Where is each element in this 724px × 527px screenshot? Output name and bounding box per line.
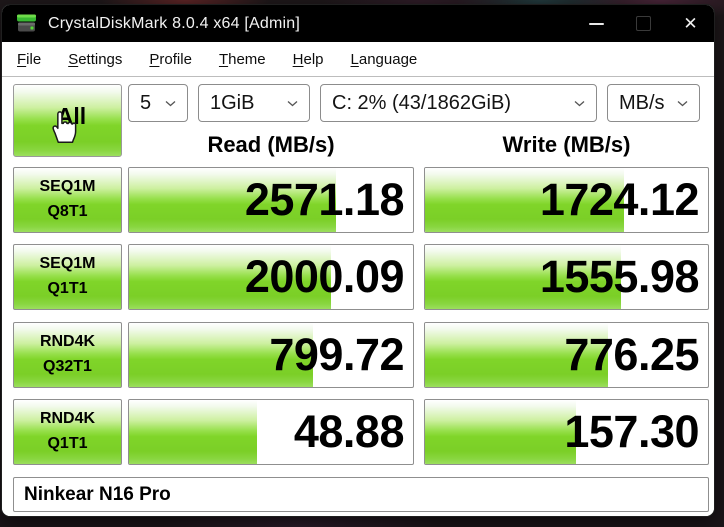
chevron-down-icon	[677, 100, 688, 107]
read-result-value: 799.72	[269, 329, 404, 380]
read-result-rnd4k-q32t1: 799.72	[128, 322, 414, 388]
write-result-seq1m-q1t1: 1555.98	[424, 244, 709, 310]
crystaldiskmark-window: CrystalDiskMark 8.0.4 x64 [Admin] ✕ File…	[2, 5, 714, 516]
test-button-rnd4k-q32t1[interactable]: RND4K Q32T1	[13, 322, 122, 388]
write-result-value: 1555.98	[539, 251, 700, 302]
unit-value: MB/s	[619, 91, 665, 114]
read-result-seq1m-q1t1: 2000.09	[128, 244, 414, 310]
result-bar-fill	[425, 168, 624, 232]
test-button-seq1m-q8t1[interactable]: SEQ1M Q8T1	[13, 167, 122, 233]
write-result-rnd4k-q32t1: 776.25	[424, 322, 709, 388]
menu-file[interactable]: File	[17, 50, 42, 68]
test-label-line2: Q1T1	[47, 280, 88, 297]
menu-help[interactable]: Help	[292, 50, 324, 68]
result-bar-fill	[129, 400, 257, 464]
unit-dropdown[interactable]: MB/s	[607, 84, 700, 122]
menu-bar: File Settings Profile Theme Help Languag…	[2, 42, 714, 77]
test-button-rnd4k-q1t1[interactable]: RND4K Q1T1	[13, 399, 122, 465]
title-bar[interactable]: CrystalDiskMark 8.0.4 x64 [Admin] ✕	[2, 5, 714, 42]
test-button-seq1m-q1t1[interactable]: SEQ1M Q1T1	[13, 244, 122, 310]
hand-cursor-icon	[46, 107, 80, 151]
drive-value: C: 2% (43/1862GiB)	[332, 91, 511, 114]
maximize-button[interactable]	[620, 5, 667, 42]
window-controls: ✕	[573, 5, 714, 42]
test-size-dropdown[interactable]: 1GiB	[198, 84, 310, 122]
comment-input[interactable]	[13, 477, 709, 512]
drive-dropdown[interactable]: C: 2% (43/1862GiB)	[320, 84, 597, 122]
write-result-seq1m-q8t1: 1724.12	[424, 167, 709, 233]
menu-theme[interactable]: Theme	[218, 50, 266, 68]
chevron-down-icon	[165, 100, 176, 107]
test-count-dropdown[interactable]: 5	[128, 84, 188, 122]
crystaldiskmark-disk-icon	[15, 12, 38, 35]
read-result-value: 2571.18	[244, 174, 405, 225]
write-result-value: 1724.12	[539, 174, 700, 225]
test-size-value: 1GiB	[210, 91, 255, 114]
write-result-value: 157.30	[564, 406, 699, 457]
result-bar-fill	[425, 400, 576, 464]
test-label-line1: RND4K	[39, 333, 96, 351]
result-bar-fill	[425, 245, 622, 309]
write-result-rnd4k-q1t1: 157.30	[424, 399, 709, 465]
minimize-button[interactable]	[573, 5, 620, 42]
read-result-value: 2000.09	[244, 251, 405, 302]
read-result-seq1m-q8t1: 2571.18	[128, 167, 414, 233]
read-result-rnd4k-q1t1: 48.88	[128, 399, 414, 465]
test-label-line2: Q1T1	[47, 435, 88, 452]
write-column-header: Write (MB/s)	[502, 132, 631, 157]
result-bar-fill	[129, 168, 337, 232]
client-area: All 5 1GiB C: 2% (43/1862GiB)	[2, 77, 714, 516]
run-all-button[interactable]: All	[13, 84, 122, 157]
test-label-line1: SEQ1M	[39, 255, 96, 273]
write-result-value: 776.25	[564, 329, 699, 380]
close-button[interactable]: ✕	[667, 5, 714, 42]
test-count-value: 5	[140, 91, 152, 114]
menu-language[interactable]: Language	[350, 50, 418, 68]
result-bar-fill	[129, 323, 313, 387]
read-column-header: Read (MB/s)	[207, 132, 335, 157]
test-label-line1: SEQ1M	[39, 178, 96, 196]
chevron-down-icon	[574, 100, 585, 107]
chevron-down-icon	[287, 100, 298, 107]
test-label-line2: Q32T1	[43, 358, 92, 375]
close-icon: ✕	[683, 14, 698, 33]
window-title: CrystalDiskMark 8.0.4 x64 [Admin]	[48, 14, 301, 32]
result-bar-fill	[129, 245, 332, 309]
test-label-line2: Q8T1	[47, 203, 88, 220]
maximize-icon	[636, 16, 651, 31]
read-result-value: 48.88	[293, 406, 405, 457]
menu-settings[interactable]: Settings	[68, 50, 123, 68]
minimize-icon	[589, 22, 604, 25]
test-label-line1: RND4K	[39, 410, 96, 428]
menu-profile[interactable]: Profile	[149, 50, 192, 68]
result-bar-fill	[425, 323, 608, 387]
